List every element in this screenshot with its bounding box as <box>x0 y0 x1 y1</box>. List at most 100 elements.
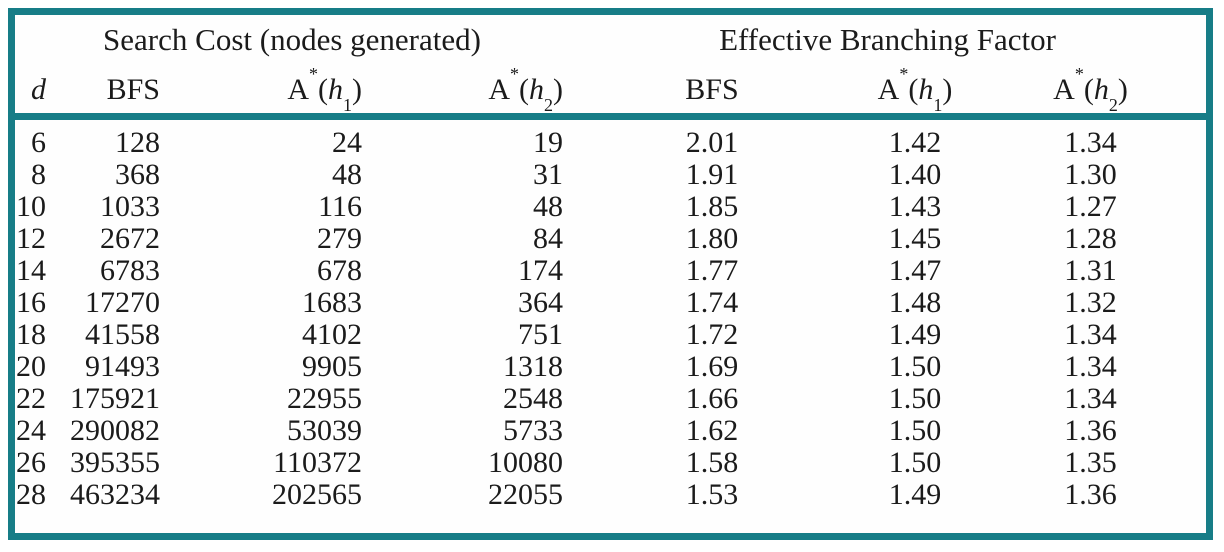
algo-letter: A <box>877 73 900 106</box>
cell-astar-h2-search-cost: 2548 <box>503 382 563 415</box>
paren-open: ( <box>908 73 919 106</box>
paren-close: ) <box>942 73 953 106</box>
table-body: 6 128 24 19 2.01 1.42 1.34 8 368 48 31 1.91 1.40 1.30… <box>15 120 1206 511</box>
paren-open: ( <box>318 73 328 106</box>
cell-d: 6 <box>31 126 46 159</box>
heuristic-subscript: 2 <box>544 94 553 115</box>
cell-astar-h1-search-cost: 48 <box>332 158 362 191</box>
table-row: 10 1033 116 48 1.85 1.43 1.27 <box>15 191 1206 223</box>
cell-bfs-search-cost: 290082 <box>70 414 160 447</box>
table-row: 26 395355 110372 10080 1.58 1.50 1.35 <box>15 447 1206 479</box>
table-row: 28 463234 202565 22055 1.53 1.49 1.36 <box>15 479 1206 511</box>
cell-bfs-ebf: 1.66 <box>685 382 739 415</box>
cell-astar-h2-search-cost: 31 <box>533 158 563 191</box>
col-header-d: d <box>15 73 51 107</box>
table-row: 20 91493 9905 1318 1.69 1.50 1.34 <box>15 351 1206 383</box>
cell-astar-h2-search-cost: 364 <box>518 286 563 319</box>
cell-d: 24 <box>16 414 46 447</box>
cell-astar-h1-ebf: 1.50 <box>888 350 942 383</box>
cell-astar-h2-search-cost: 84 <box>533 222 563 255</box>
cell-d: 14 <box>16 254 46 287</box>
cell-astar-h1-ebf: 1.49 <box>888 478 942 511</box>
cell-astar-h2-ebf: 1.34 <box>1064 350 1117 383</box>
col-header-bfs-search-cost: BFS <box>51 73 166 107</box>
cell-d: 20 <box>16 350 46 383</box>
cell-d: 18 <box>16 318 46 351</box>
cell-astar-h2-search-cost: 10080 <box>488 446 563 479</box>
cell-astar-h2-search-cost: 174 <box>518 254 563 287</box>
cell-bfs-search-cost: 6783 <box>100 254 160 287</box>
cell-astar-h1-search-cost: 53039 <box>287 414 362 447</box>
cell-astar-h1-ebf: 1.50 <box>888 446 942 479</box>
algo-letter: A <box>1053 73 1075 106</box>
col-header-astar-h2-search-cost: A*(h2) <box>368 65 569 114</box>
cell-bfs-ebf: 2.01 <box>685 126 739 159</box>
cell-d: 12 <box>16 222 46 255</box>
cell-bfs-ebf: 1.72 <box>685 318 739 351</box>
cell-astar-h1-search-cost: 9905 <box>302 350 362 383</box>
cell-astar-h1-ebf: 1.42 <box>888 126 942 159</box>
paren-open: ( <box>519 73 529 106</box>
paren-close: ) <box>553 73 563 106</box>
group-header-ebf: Effective Branching Factor <box>719 22 1056 57</box>
cell-bfs-ebf: 1.58 <box>685 446 739 479</box>
cell-bfs-search-cost: 175921 <box>70 382 160 415</box>
cell-astar-h1-ebf: 1.50 <box>888 414 942 447</box>
heuristic-subscript: 1 <box>343 94 352 115</box>
cell-bfs-ebf: 1.62 <box>685 414 739 447</box>
heuristic-subscript: 2 <box>1108 94 1118 115</box>
cell-d: 22 <box>16 382 46 415</box>
cell-astar-h2-search-cost: 19 <box>533 126 563 159</box>
paren-close: ) <box>1117 73 1128 106</box>
cell-astar-h2-ebf: 1.34 <box>1064 318 1117 351</box>
cell-astar-h2-search-cost: 48 <box>533 190 563 223</box>
cell-astar-h1-search-cost: 279 <box>317 222 362 255</box>
col-header-astar-h2-ebf: A*(h2) <box>975 65 1206 114</box>
cell-astar-h1-ebf: 1.43 <box>888 190 942 223</box>
cell-astar-h1-search-cost: 4102 <box>302 318 362 351</box>
cell-astar-h2-ebf: 1.35 <box>1064 446 1117 479</box>
cell-bfs-search-cost: 463234 <box>70 478 160 511</box>
cell-astar-h1-search-cost: 110372 <box>273 446 362 479</box>
cell-d: 16 <box>16 286 46 319</box>
cell-bfs-search-cost: 17270 <box>85 286 160 319</box>
cell-bfs-ebf: 1.53 <box>685 478 739 511</box>
cell-astar-h2-search-cost: 5733 <box>503 414 563 447</box>
cell-astar-h1-search-cost: 1683 <box>302 286 362 319</box>
cell-bfs-search-cost: 41558 <box>85 318 160 351</box>
cell-astar-h1-ebf: 1.48 <box>888 286 942 319</box>
heuristic-var: h <box>328 73 343 106</box>
cell-bfs-ebf: 1.77 <box>685 254 739 287</box>
cell-astar-h1-search-cost: 24 <box>332 126 362 159</box>
table-row: 6 128 24 19 2.01 1.42 1.34 <box>15 127 1206 159</box>
star-superscript: * <box>309 63 318 84</box>
table-row: 18 41558 4102 751 1.72 1.49 1.34 <box>15 319 1206 351</box>
cell-bfs-ebf: 1.80 <box>685 222 739 255</box>
algo-letter: A <box>488 73 510 106</box>
cell-astar-h2-search-cost: 1318 <box>503 350 563 383</box>
cell-astar-h1-ebf: 1.40 <box>888 158 942 191</box>
cell-astar-h2-ebf: 1.30 <box>1064 158 1117 191</box>
cell-astar-h2-ebf: 1.32 <box>1064 286 1117 319</box>
col-header-astar-h1-search-cost: A*(h1) <box>166 65 368 114</box>
cell-d: 10 <box>16 190 46 223</box>
cell-astar-h1-ebf: 1.50 <box>888 382 942 415</box>
star-superscript: * <box>1074 63 1084 84</box>
heuristic-var: h <box>1093 73 1109 106</box>
cell-astar-h2-ebf: 1.34 <box>1064 382 1117 415</box>
heuristic-subscript: 1 <box>933 94 943 115</box>
cell-bfs-ebf: 1.74 <box>685 286 739 319</box>
heuristic-var: h <box>918 73 934 106</box>
cell-bfs-search-cost: 91493 <box>85 350 160 383</box>
group-header-search-cost: Search Cost (nodes generated) <box>103 22 481 57</box>
col-header-d-label: d <box>31 73 46 106</box>
col-header-bfs-ebf: BFS <box>569 73 855 107</box>
algo-letter: A <box>287 73 309 106</box>
cell-astar-h1-search-cost: 116 <box>318 190 362 223</box>
paren-open: ( <box>1083 73 1094 106</box>
column-header-row: d BFS A*(h1) A*(h2) BFS A*(h1) A*(h2) <box>15 61 1206 115</box>
cell-d: 26 <box>16 446 46 479</box>
cell-bfs-search-cost: 2672 <box>100 222 160 255</box>
cell-astar-h2-ebf: 1.36 <box>1064 478 1117 511</box>
